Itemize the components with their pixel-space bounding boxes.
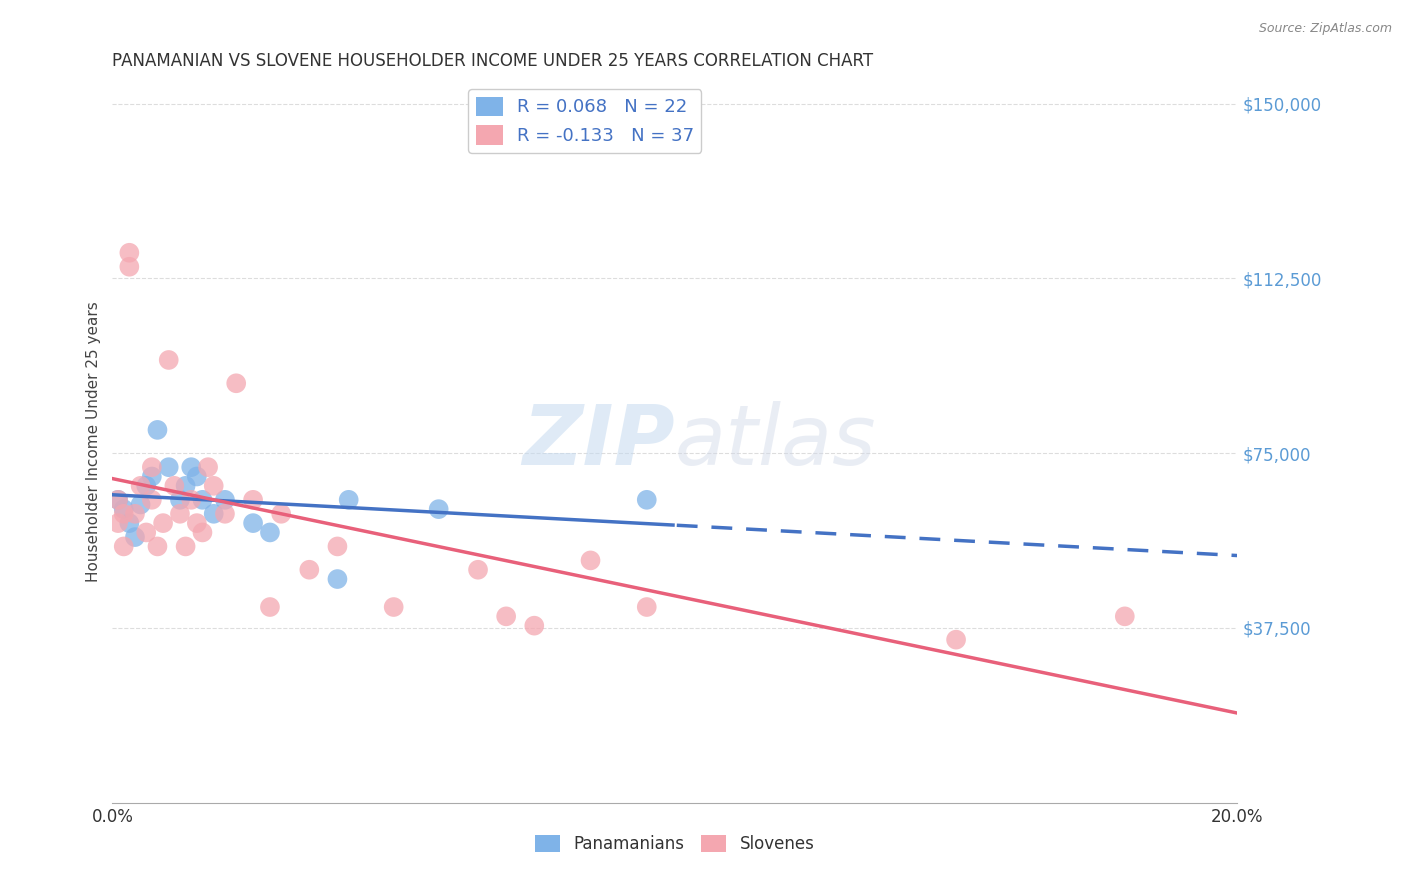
Point	[326, 540, 349, 554]
Point	[180, 492, 202, 507]
Point	[174, 540, 197, 554]
Point	[197, 460, 219, 475]
Text: atlas: atlas	[675, 401, 876, 482]
Point	[129, 498, 152, 512]
Point	[636, 600, 658, 615]
Point	[191, 525, 214, 540]
Point	[118, 245, 141, 260]
Point	[141, 460, 163, 475]
Point	[467, 563, 489, 577]
Point	[337, 492, 360, 507]
Point	[270, 507, 292, 521]
Point	[152, 516, 174, 530]
Point	[169, 507, 191, 521]
Point	[214, 492, 236, 507]
Point	[427, 502, 450, 516]
Point	[1114, 609, 1136, 624]
Point	[326, 572, 349, 586]
Point	[157, 460, 180, 475]
Point	[118, 516, 141, 530]
Point	[169, 492, 191, 507]
Point	[202, 507, 225, 521]
Point	[107, 492, 129, 507]
Point	[124, 507, 146, 521]
Point	[163, 479, 186, 493]
Point	[186, 516, 208, 530]
Point	[214, 507, 236, 521]
Point	[112, 507, 135, 521]
Point	[225, 376, 247, 391]
Point	[242, 516, 264, 530]
Text: ZIP: ZIP	[522, 401, 675, 482]
Point	[141, 492, 163, 507]
Point	[298, 563, 321, 577]
Point	[174, 479, 197, 493]
Point	[107, 516, 129, 530]
Point	[107, 492, 129, 507]
Point	[112, 540, 135, 554]
Point	[523, 618, 546, 632]
Point	[135, 525, 157, 540]
Legend: Panamanians, Slovenes: Panamanians, Slovenes	[529, 828, 821, 860]
Point	[382, 600, 405, 615]
Text: Source: ZipAtlas.com: Source: ZipAtlas.com	[1258, 22, 1392, 36]
Point	[180, 460, 202, 475]
Point	[112, 502, 135, 516]
Point	[495, 609, 517, 624]
Point	[202, 479, 225, 493]
Point	[118, 260, 141, 274]
Point	[242, 492, 264, 507]
Point	[186, 469, 208, 483]
Point	[146, 423, 169, 437]
Point	[146, 540, 169, 554]
Point	[135, 479, 157, 493]
Point	[259, 525, 281, 540]
Y-axis label: Householder Income Under 25 years: Householder Income Under 25 years	[86, 301, 101, 582]
Point	[191, 492, 214, 507]
Point	[124, 530, 146, 544]
Point	[259, 600, 281, 615]
Point	[636, 492, 658, 507]
Point	[157, 353, 180, 368]
Point	[945, 632, 967, 647]
Point	[129, 479, 152, 493]
Point	[579, 553, 602, 567]
Point	[141, 469, 163, 483]
Text: PANAMANIAN VS SLOVENE HOUSEHOLDER INCOME UNDER 25 YEARS CORRELATION CHART: PANAMANIAN VS SLOVENE HOUSEHOLDER INCOME…	[112, 53, 873, 70]
